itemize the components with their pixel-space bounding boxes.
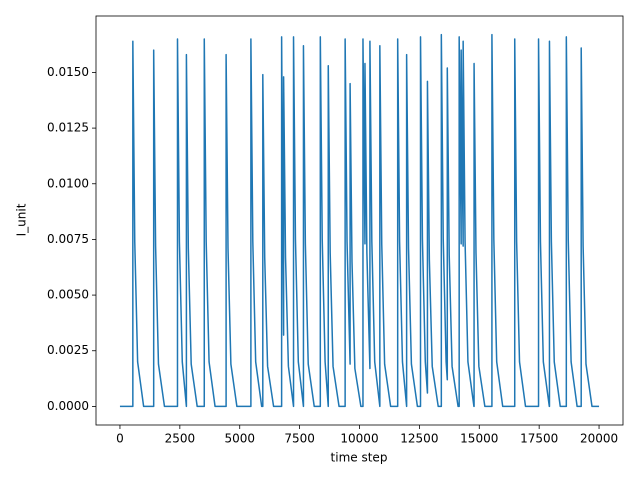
- x-tick-label: 10000: [340, 432, 378, 446]
- y-tick-label: 0.0050: [47, 288, 89, 302]
- y-tick-label: 0.0125: [47, 121, 89, 135]
- axes-frame: [95, 15, 624, 426]
- y-tick-label: 0.0000: [47, 399, 89, 413]
- y-tick-label: 0.0100: [47, 176, 89, 190]
- y-tick-label: 0.0075: [47, 232, 89, 246]
- x-tick-label: 0: [116, 432, 124, 446]
- x-tick-label: 20000: [580, 432, 618, 446]
- x-tick-label: 15000: [460, 432, 498, 446]
- data-line: [119, 33, 600, 408]
- x-tick-label: 12500: [400, 432, 438, 446]
- y-axis-label: I_unit: [15, 203, 29, 236]
- x-tick-label: 5000: [224, 432, 255, 446]
- x-tick-label: 17500: [520, 432, 558, 446]
- x-axis-label: time step: [331, 451, 388, 465]
- y-tick-label: 0.0025: [47, 343, 89, 357]
- y-tick-label: 0.0150: [47, 65, 89, 79]
- x-tick-label: 7500: [284, 432, 315, 446]
- x-tick-label: 2500: [165, 432, 196, 446]
